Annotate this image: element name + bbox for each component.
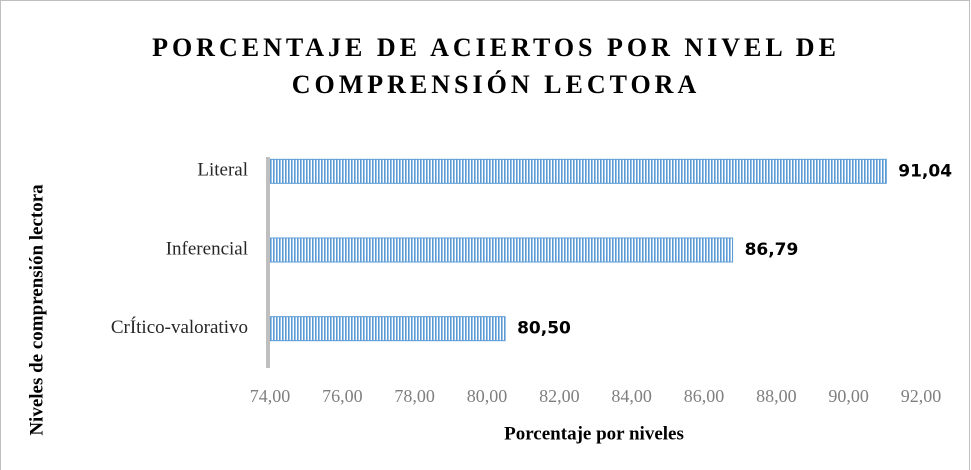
data-label: 80,50 [517, 319, 571, 339]
chart-title: PORCENTAJE DE ACIERTOS POR NIVEL DE [152, 33, 840, 62]
bar [269, 237, 734, 263]
bar [269, 158, 887, 184]
x-tick-label: 74,00 [250, 386, 291, 406]
chart-title: COMPRENSIÓN LECTORA [292, 70, 701, 99]
y-tick-label: Literal [197, 160, 248, 181]
x-tick-label: 90,00 [828, 386, 869, 406]
y-tick-label: Inferencial [166, 238, 248, 259]
x-axis-label: Porcentaje por niveles [504, 423, 684, 444]
x-tick-label: 84,00 [611, 386, 652, 406]
x-tick-label: 80,00 [467, 386, 508, 406]
y-tick-label: CrÍtico-valorativo [111, 316, 248, 338]
x-tick-label: 82,00 [539, 386, 580, 406]
x-tick-label: 86,00 [684, 386, 725, 406]
data-label: 91,04 [898, 161, 952, 181]
x-tick-label: 92,00 [901, 386, 942, 406]
data-label: 86,79 [745, 240, 799, 260]
x-tick-label: 78,00 [394, 386, 435, 406]
x-tick-label: 88,00 [756, 386, 797, 406]
bar [269, 316, 506, 342]
x-tick-label: 76,00 [322, 386, 363, 406]
y-axis-label: Niveles de comprensión lectora [26, 184, 47, 436]
